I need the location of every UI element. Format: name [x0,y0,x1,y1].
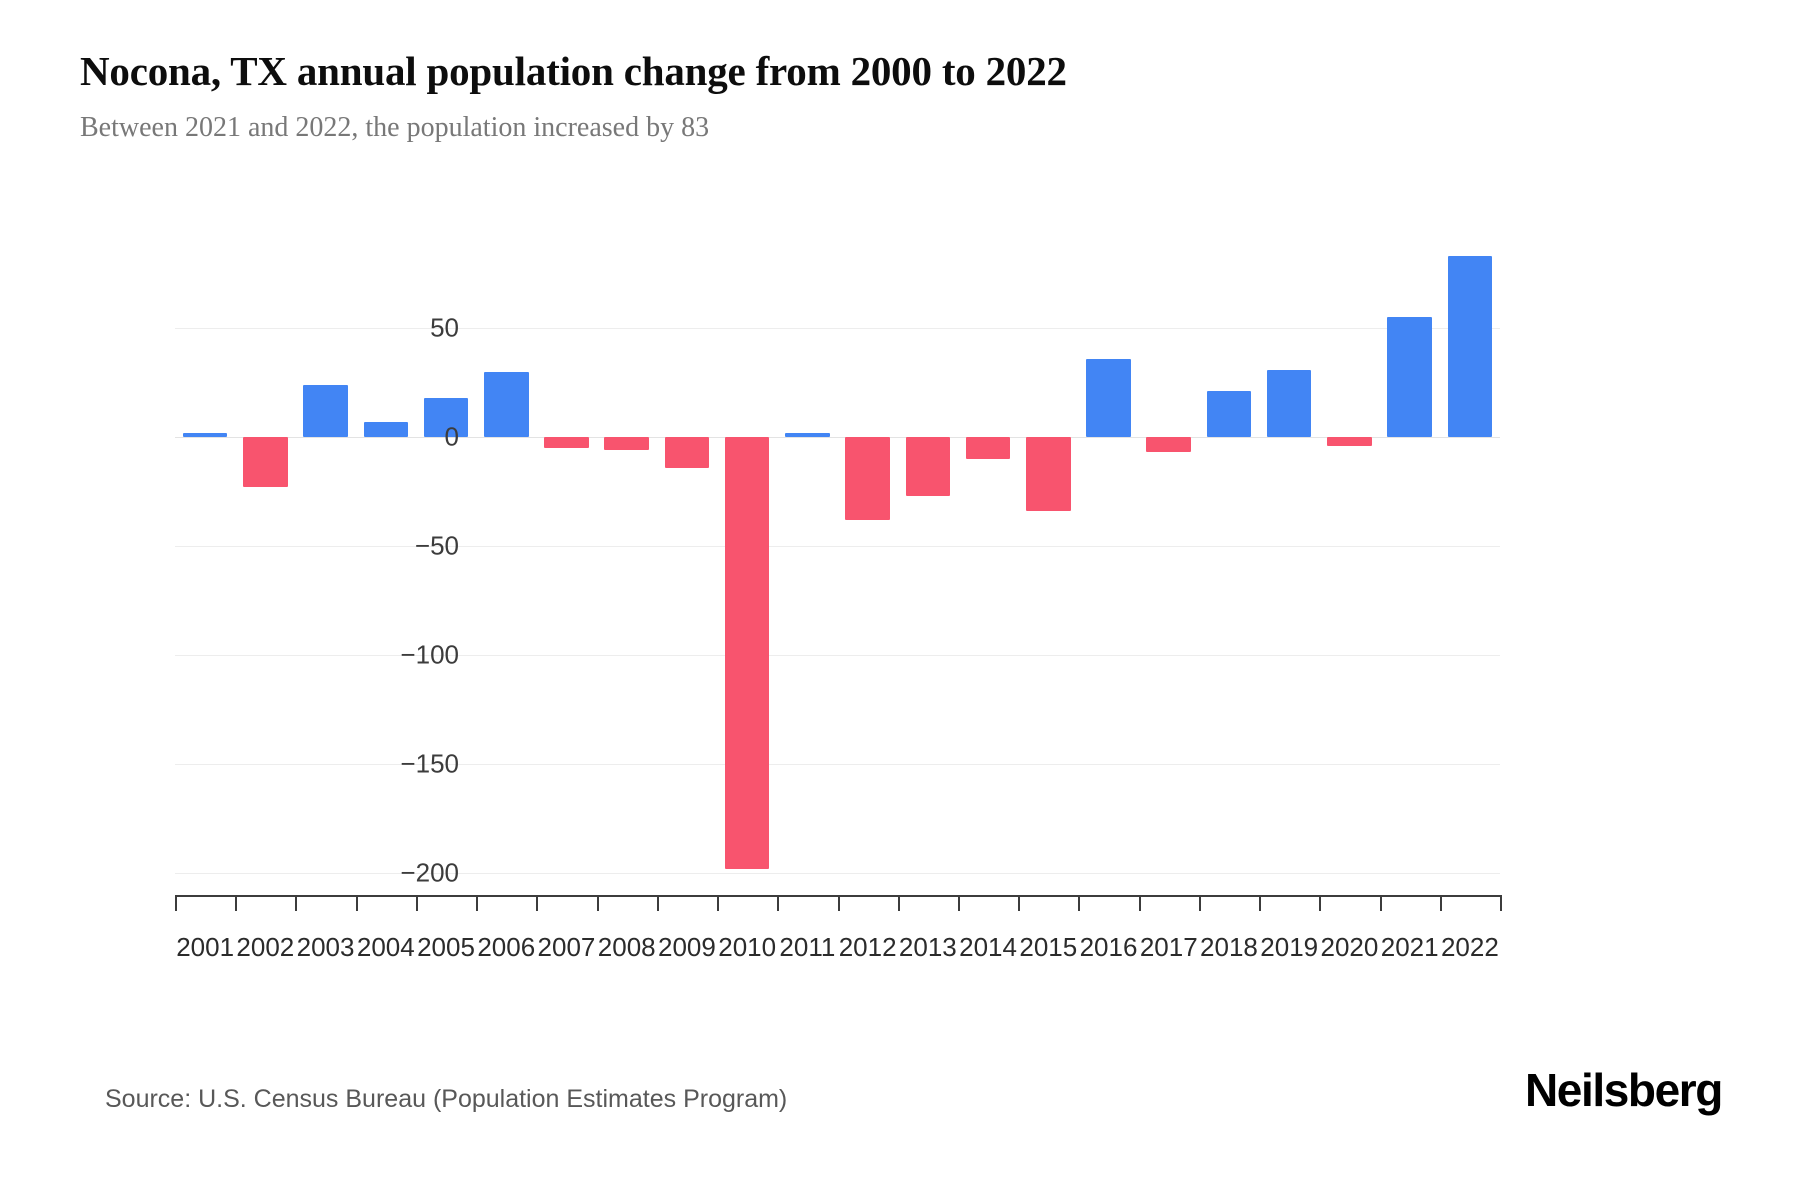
x-axis-tick [957,895,960,911]
x-axis-tick-label: 2017 [1139,932,1198,962]
x-axis-tick-label: 2019 [1260,932,1319,962]
x-axis-tick [1078,895,1081,911]
y-axis-tick-label: 0 [444,421,459,452]
x-axis-tick [837,895,840,911]
bar-2002[interactable] [243,437,288,488]
x-axis-tick-label: 2015 [1019,932,1078,962]
bar-2001[interactable] [182,432,228,438]
x-axis-tick [656,895,659,911]
bar-2004[interactable] [363,421,409,438]
x-axis-tick [235,895,238,911]
x-axis-tick-label: 2003 [296,932,355,962]
chart-subtitle: Between 2021 and 2022, the population in… [80,112,710,144]
gridline [175,328,1500,330]
x-axis-tick-label: 2006 [477,932,536,962]
bar-2013[interactable] [905,437,951,496]
bar-2021[interactable] [1387,317,1432,438]
bar-2005[interactable] [423,397,469,438]
x-axis-tick-label: 2014 [959,932,1017,962]
x-axis-tick [1138,895,1141,911]
x-axis-tick-label: 2021 [1380,932,1439,962]
x-axis-tick-label: 2022 [1440,932,1499,962]
x-axis-tick [1439,895,1442,911]
page-title: Nocona, TX annual population change from… [80,48,1067,94]
x-axis-tick [536,895,539,911]
source-note: Source: U.S. Census Bureau (Population E… [105,1085,788,1113]
x-axis-tick-label: 2002 [236,932,295,962]
bar-2010[interactable] [724,437,770,869]
x-axis-tick [1198,895,1201,911]
x-axis-tick-label: 2004 [356,932,415,962]
bar-2022[interactable] [1447,256,1493,438]
y-axis-tick-label: −100 [400,639,459,670]
x-axis-tick-label: 2008 [597,932,656,962]
x-axis-tick [897,895,900,911]
x-axis-tick [476,895,479,911]
x-axis-tick [355,895,358,911]
bar-2006[interactable] [483,371,529,438]
bar-2017[interactable] [1146,437,1192,453]
x-axis-tick-label: 2007 [537,932,596,962]
x-axis-tick [1379,895,1382,911]
y-axis-tick-label: −150 [400,748,459,779]
x-axis-tick [1018,895,1021,911]
x-axis-tick-label: 2020 [1320,932,1379,962]
x-axis-tick [175,895,177,911]
x-axis-tick-label: 2001 [176,932,235,962]
brand-logo: Neilsberg [1524,1064,1723,1116]
gridline [175,546,1500,548]
plot-area [175,230,1500,895]
bar-2011[interactable] [785,432,830,438]
y-axis-tick-label: −50 [414,530,459,561]
bar-2012[interactable] [845,437,890,520]
bar-2015[interactable] [1026,437,1071,512]
x-axis-tick-label: 2018 [1200,932,1258,962]
bar-2020[interactable] [1327,437,1372,446]
bar-2008[interactable] [604,437,649,451]
bar-2009[interactable] [664,437,710,468]
bar-2018[interactable] [1206,391,1252,438]
x-axis-tick-label: 2011 [779,932,836,962]
x-axis-tick [1500,895,1502,911]
x-axis-tick [777,895,780,911]
x-axis-tick [415,895,418,911]
bar-series [175,230,1500,895]
bar-2019[interactable] [1266,369,1312,438]
x-axis-tick-label: 2009 [658,932,716,962]
x-axis-tick-label: 2016 [1079,932,1138,962]
gridline [175,655,1500,657]
x-axis-tick [295,895,298,911]
gridline [175,437,1500,439]
gridline [175,873,1500,875]
bar-2007[interactable] [544,437,589,449]
x-axis-tick-label: 2010 [718,932,777,962]
x-axis-tick [1319,895,1322,911]
gridline [175,764,1500,766]
x-axis-tick [596,895,599,911]
y-axis-tick-label: 50 [430,312,459,343]
x-axis-tick-label: 2005 [417,932,475,962]
x-axis-tick [717,895,720,911]
bar-2003[interactable] [303,384,348,438]
x-axis-tick [1259,895,1262,911]
x-axis-tick-label: 2012 [838,932,897,962]
bar-2016[interactable] [1086,358,1131,438]
x-axis-tick-label: 2013 [898,932,957,962]
chart-header: Nocona, TX annual population change from… [80,48,1720,145]
bar-2014[interactable] [965,437,1011,459]
y-axis-tick-label: −200 [400,857,459,888]
